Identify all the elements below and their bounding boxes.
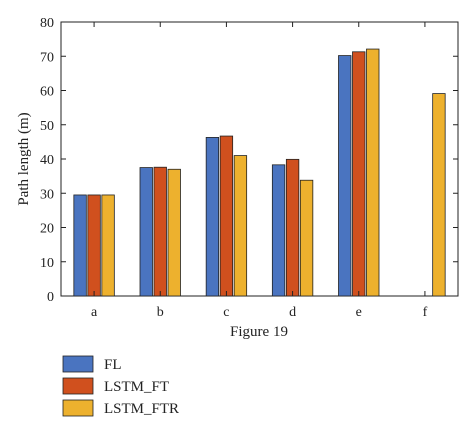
bars-group	[73, 48, 446, 297]
legend-swatch-lstm-ftr	[62, 399, 94, 417]
y-axis: 0 10 20 30 40 50 60 70 80	[40, 16, 458, 305]
bar-lstm-ftr-c	[233, 155, 248, 297]
bar-fl-e	[338, 55, 352, 297]
bar-lstm-ft-a	[87, 194, 101, 297]
bar-fl-a	[73, 194, 87, 297]
y-tick-label: 70	[40, 50, 54, 65]
x-tick-label-d: d	[289, 305, 296, 320]
bar-lstm-ft-e	[352, 51, 366, 297]
y-tick-label: 80	[40, 16, 54, 31]
x-tick-label-c: c	[223, 305, 229, 320]
x-tick-label-b: b	[157, 305, 164, 320]
plot-frame	[60, 21, 459, 297]
y-tick-label: 60	[40, 85, 54, 100]
bar-lstm-ftr-d	[299, 179, 314, 297]
bar-fl-b	[139, 167, 153, 297]
y-axis-label: Path length (m)	[16, 112, 32, 205]
x-tick-label-f: f	[423, 305, 428, 320]
x-tick-label-e: e	[356, 305, 362, 320]
y-tick-label: 20	[40, 222, 54, 237]
bar-lstm-ftr-b	[167, 168, 181, 297]
legend-swatch-fl	[62, 355, 94, 373]
legend-label-lstm-ftr: LSTM_FTR	[104, 401, 179, 417]
y-tick-label: 30	[40, 187, 54, 202]
bar-lstm-ftr-a	[101, 194, 115, 297]
legend-label-fl: FL	[104, 357, 122, 373]
bar-lstm-ft-b	[153, 166, 167, 297]
bar-lstm-ft-d	[285, 158, 300, 297]
x-axis-label: Figure 19	[230, 324, 288, 340]
legend: FL LSTM_FT LSTM_FTR	[62, 355, 179, 417]
y-tick-label: 50	[40, 119, 54, 134]
legend-swatch-lstm-ft	[62, 377, 94, 395]
legend-label-lstm-ft: LSTM_FT	[104, 379, 169, 395]
bar-lstm-ftr-e	[366, 48, 380, 297]
y-tick-label: 10	[40, 256, 54, 271]
bar-fl-d	[271, 164, 286, 297]
bar-fl-c	[205, 137, 220, 297]
bar-lstm-ftr-f	[432, 93, 446, 297]
x-tick-label-a: a	[91, 305, 98, 320]
bar-lstm-ft-c	[219, 135, 234, 297]
y-tick-label: 0	[47, 290, 54, 305]
x-axis: a b c d e f	[91, 22, 428, 320]
y-tick-label: 40	[40, 153, 54, 168]
